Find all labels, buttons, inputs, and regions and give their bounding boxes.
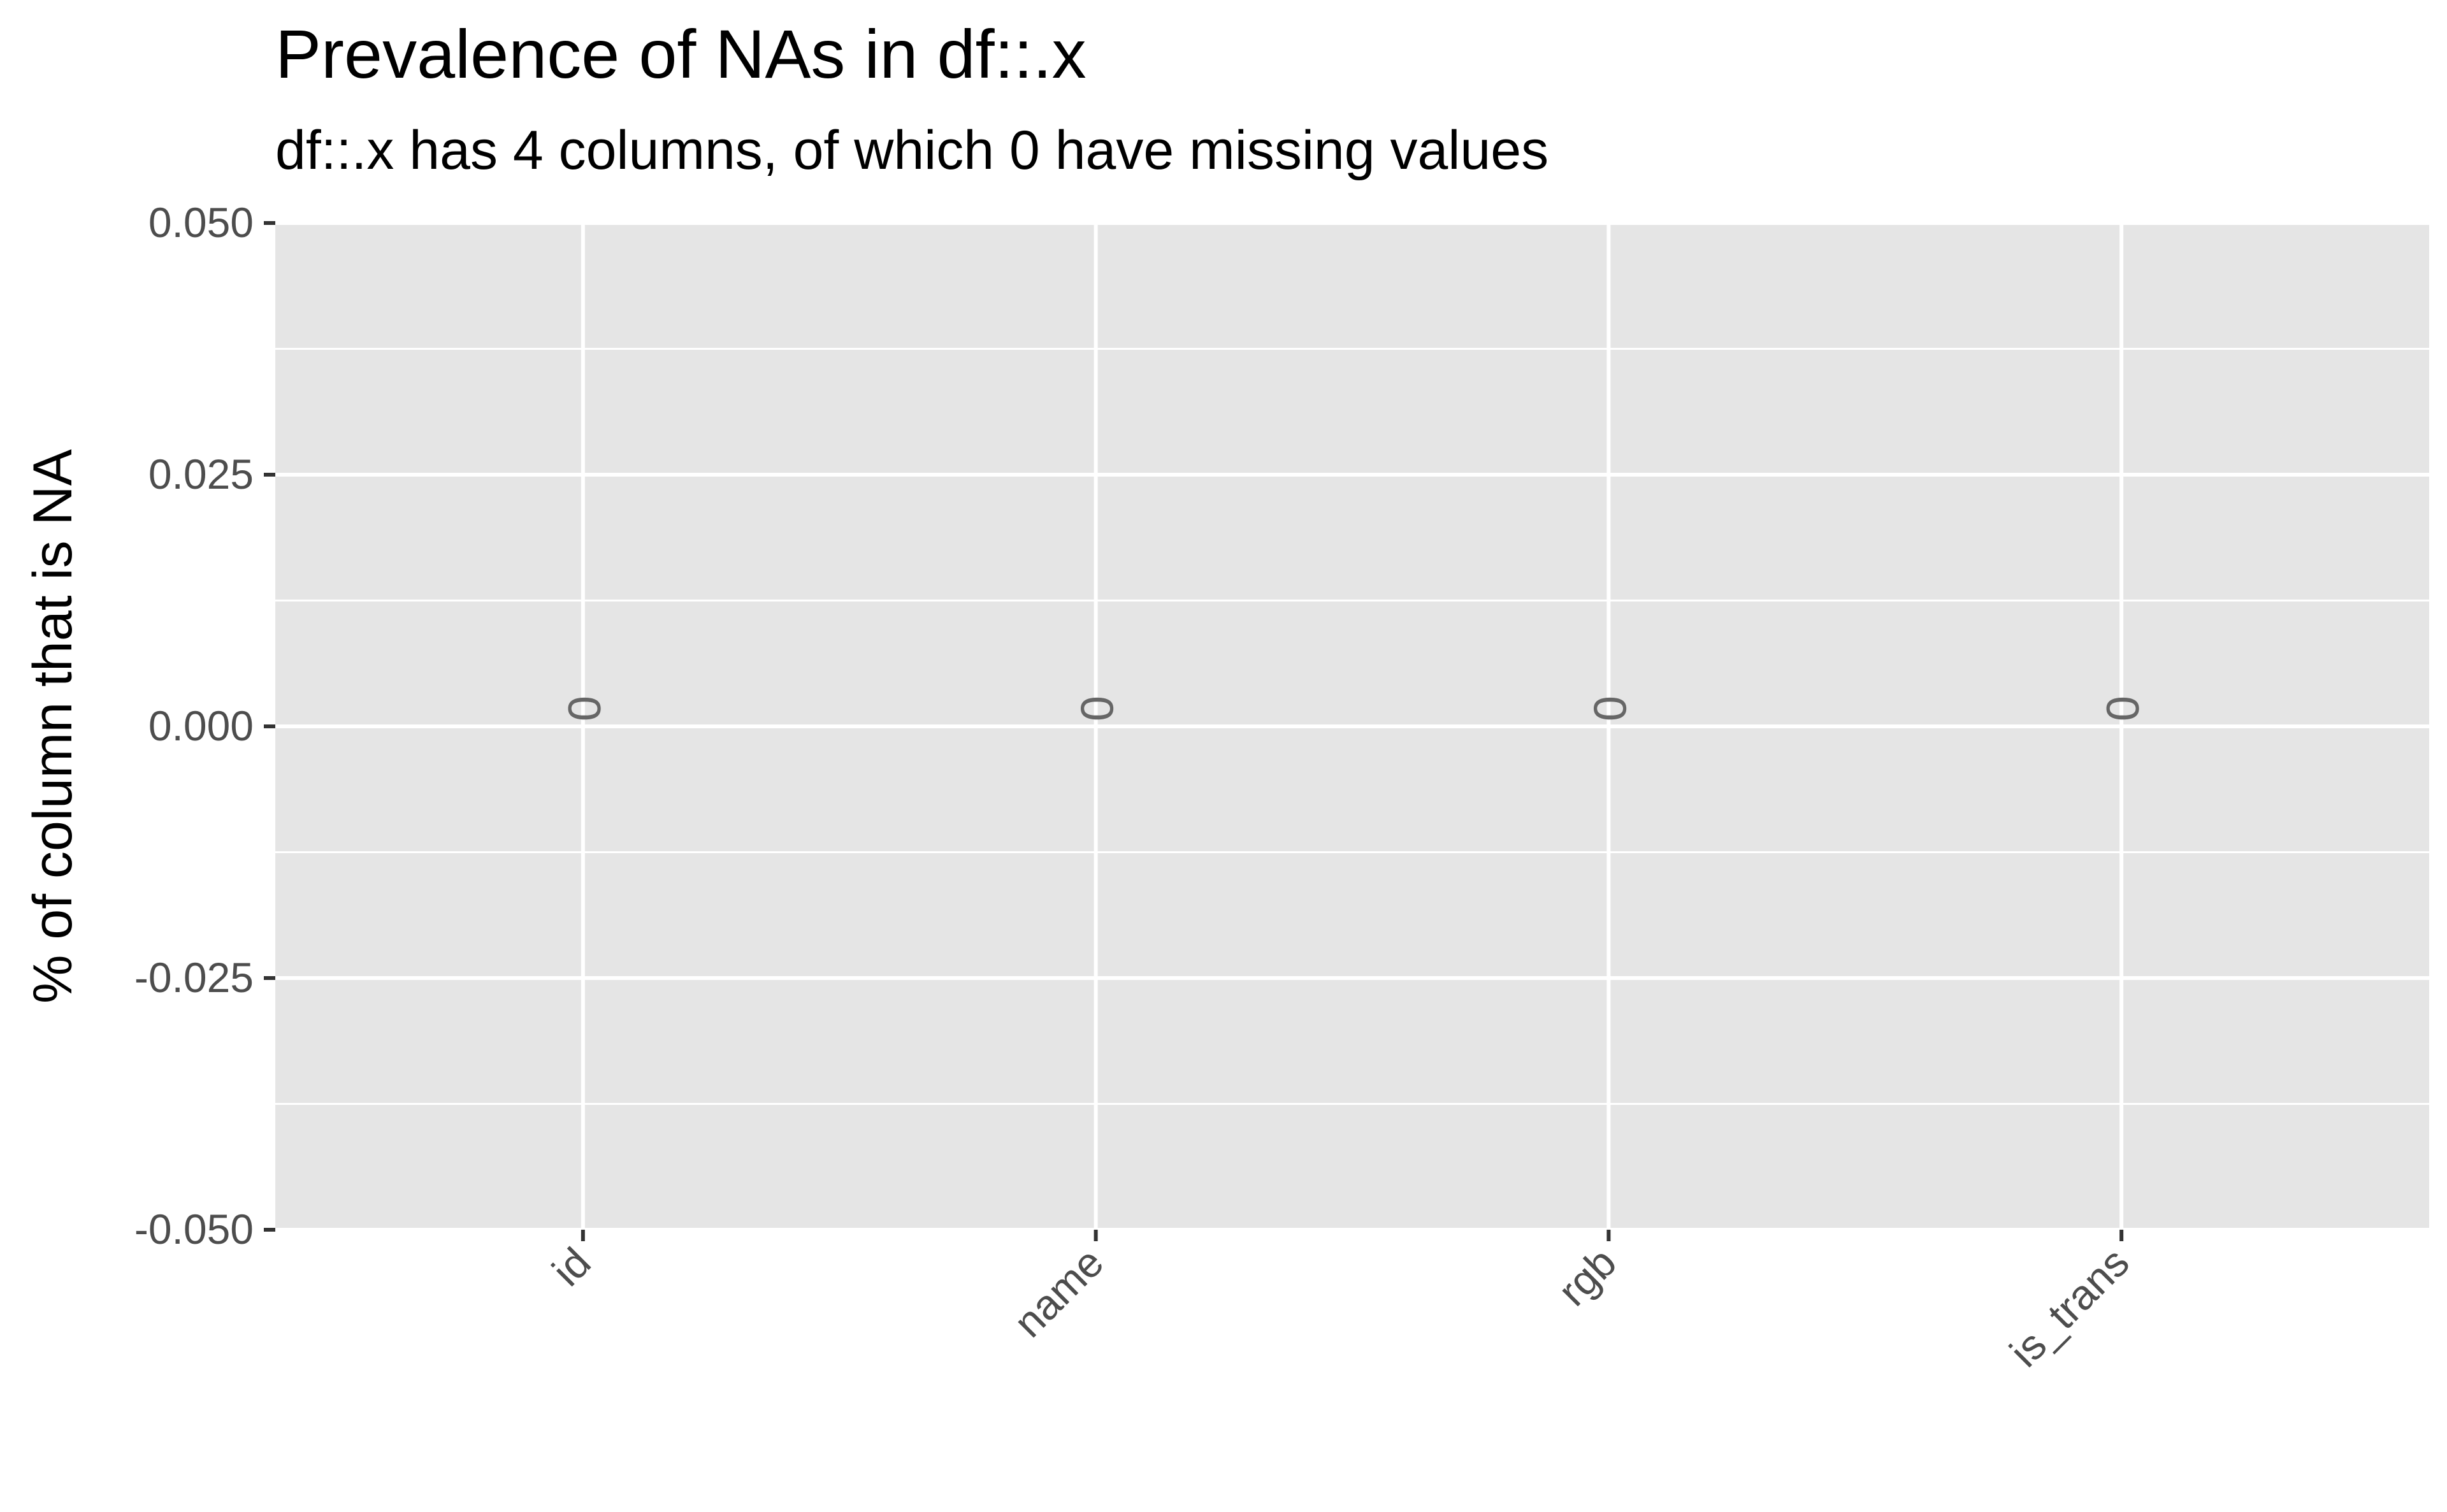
y-tick-label: -0.025 xyxy=(134,954,254,1001)
minor-gridlines xyxy=(275,348,2429,1105)
y-tick-label: -0.050 xyxy=(134,1206,254,1253)
y-tick-label: 0.025 xyxy=(148,450,254,498)
y-axis-title: % of column that is NA xyxy=(22,449,83,1004)
y-tick-label: 0.000 xyxy=(148,702,254,749)
y-tick-label: 0.050 xyxy=(148,199,254,246)
data-labels: 0 0 0 0 xyxy=(558,696,2147,721)
chart-subtitle: df::.x has 4 columns, of which 0 have mi… xyxy=(275,120,1548,181)
y-axis: -0.050 -0.025 0.000 0.025 0.050 xyxy=(134,199,275,1253)
data-label: 0 xyxy=(1071,696,1122,721)
data-label: 0 xyxy=(1584,696,1635,721)
major-gridlines xyxy=(275,221,2429,1232)
data-label: 0 xyxy=(2097,696,2147,721)
chart-title: Prevalence of NAs in df::.x xyxy=(275,15,1086,92)
data-label: 0 xyxy=(558,696,609,721)
